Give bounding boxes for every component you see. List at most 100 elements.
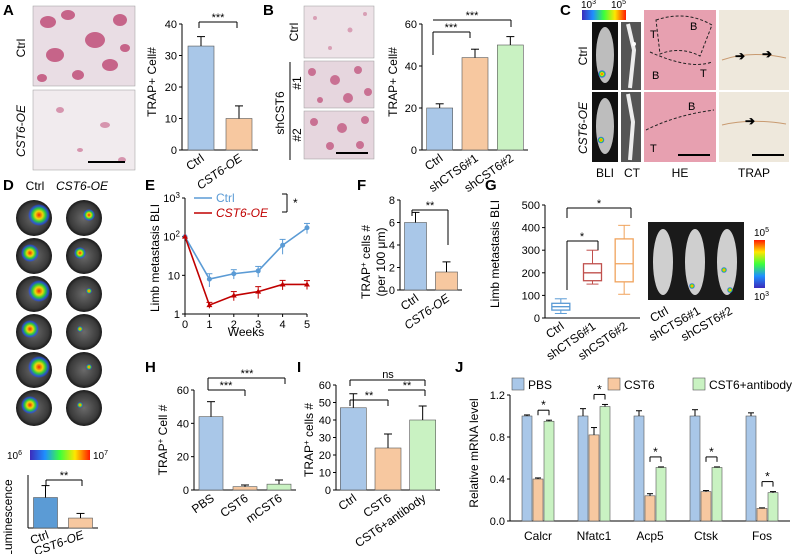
bar — [33, 497, 58, 529]
svg-text:➔: ➔ — [735, 49, 745, 63]
color-scale-bar — [30, 450, 90, 460]
scale-high-label: 105 — [754, 227, 769, 239]
legend-swatch — [692, 377, 706, 391]
legend-label: CST6 — [624, 378, 655, 392]
panel-letters: A B C D E F G H I J — [3, 2, 571, 376]
y-tick-label: 40 — [165, 19, 177, 31]
y-tick-label: 6 — [389, 218, 395, 230]
legend-swatch — [607, 377, 621, 391]
x-axis-label: Weeks — [228, 325, 264, 339]
y-tick-label: 2 — [389, 263, 395, 275]
bar — [633, 415, 645, 522]
bar — [543, 420, 555, 522]
y-tick-label: 500 — [522, 200, 540, 212]
bar — [577, 415, 589, 522]
panel-letter-c: C — [560, 2, 571, 19]
data-point — [304, 281, 310, 287]
legend-label: PBS — [528, 378, 552, 392]
significance-label: *** — [241, 368, 255, 380]
legend-swatch — [511, 377, 525, 391]
trap-stain-image-ctrl — [32, 5, 136, 87]
legend-label: CST6+antibody — [709, 378, 792, 392]
y-tick-label: 10 — [168, 270, 180, 282]
panel-a: Ctrl CST6-OE TRAP+ Cell# 0 10 20 30 40 Ctrl CS… — [14, 5, 258, 192]
y-tick-label: 20 — [405, 103, 417, 115]
y-tick-label: 50 — [319, 398, 331, 410]
y-tick-label: 20 — [165, 82, 177, 94]
col-label-ctrl: Ctrl — [26, 179, 45, 193]
bli-signal — [28, 356, 50, 378]
significance-label: ** — [426, 200, 435, 212]
bar — [404, 222, 427, 291]
bar — [532, 478, 544, 522]
ct-image-cst6-oe — [621, 92, 641, 162]
panel-f: TRAP+ cells # (per 100 μm) 02468CtrlCST6… — [359, 195, 462, 332]
row-label-ctrl: Ctrl — [287, 23, 301, 42]
bar — [599, 406, 611, 522]
data-point — [279, 281, 286, 287]
significance-label: * — [293, 196, 298, 210]
bar — [225, 118, 253, 151]
y-tick-label: 40 — [319, 415, 331, 427]
svg-text:B: B — [688, 101, 695, 113]
x-tick-label: Fos — [752, 529, 772, 543]
bar — [374, 447, 402, 491]
culture-dish-image — [66, 276, 102, 312]
data-point — [206, 302, 213, 308]
row-label-ctrl: Ctrl — [576, 47, 590, 66]
y-tick-label: 10 — [319, 468, 331, 480]
svg-text:T: T — [650, 29, 657, 41]
bar — [700, 491, 712, 522]
legend-label: Ctrl — [216, 191, 235, 205]
x-tick-label: 4 — [280, 319, 286, 331]
scale-high-label: 107 — [93, 450, 108, 462]
panel-b: Ctrl shCST6 #1 #2 TRAP+ Cell# 0 20 40 60 Ctr… — [273, 5, 528, 195]
bli-image-ctrl — [592, 22, 618, 90]
significance-label: *** — [212, 12, 226, 24]
x-tick-label: 3 — [255, 319, 261, 331]
x-tick-label: PBS — [189, 491, 217, 516]
bar — [655, 467, 667, 522]
scale-low-label: 103 — [581, 0, 596, 11]
row-label-cst6-oe: CST6-OE — [576, 101, 590, 154]
panel-c: 103 105 T B B — [576, 0, 789, 180]
legend-label: CST6-OE — [216, 206, 269, 220]
bar — [409, 419, 436, 491]
y-tick-label: 20 — [177, 452, 189, 464]
color-scale-bar — [582, 10, 626, 20]
bar — [461, 57, 489, 151]
bli-signal — [77, 326, 83, 332]
y-tick-label: 60 — [177, 385, 189, 397]
data-point — [230, 292, 237, 298]
y-axis-label: TRAP+ Cell # — [156, 404, 170, 475]
significance-label: *** — [445, 22, 459, 34]
significance-label: * — [580, 231, 585, 243]
culture-dish-image — [66, 314, 102, 350]
row-label-2: #2 — [290, 128, 304, 142]
panel-letter-j: J — [455, 359, 463, 376]
box — [614, 238, 634, 283]
row-label-1: #1 — [290, 76, 304, 90]
y-tick-label: 0 — [171, 145, 177, 157]
series-line — [184, 236, 307, 307]
bar — [426, 107, 453, 151]
group-label-shcst6: shCST6 — [273, 91, 287, 135]
bli-signal — [86, 364, 92, 370]
x-tick-label: 5 — [304, 319, 310, 331]
trap-stain-image-cst6-oe — [32, 89, 136, 171]
y-tick-label: 20 — [319, 450, 331, 462]
y-tick-label: 40 — [405, 61, 417, 73]
y-tick-label: 10 — [165, 114, 177, 126]
y-axis-label: TRAP+ cells # — [359, 225, 373, 299]
y-axis-label: TRAP+ Cell# — [386, 47, 400, 117]
y-tick-label: 0 — [325, 485, 331, 497]
bli-signal — [86, 288, 92, 294]
